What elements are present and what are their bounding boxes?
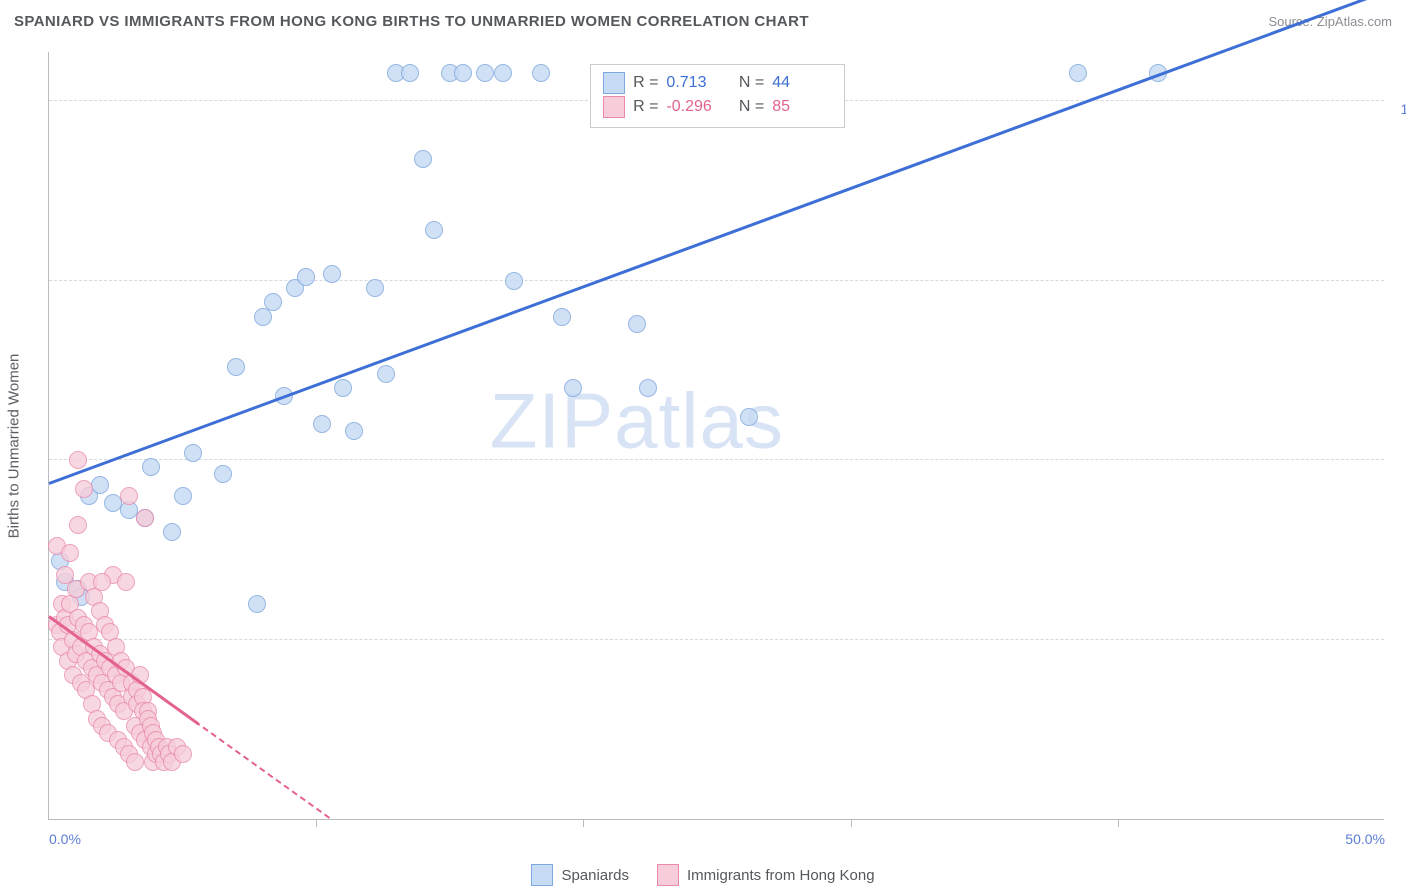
legend-item: Immigrants from Hong Kong — [657, 864, 875, 886]
gridline-h — [49, 639, 1384, 640]
data-point — [264, 293, 282, 311]
x-tick — [1118, 819, 1119, 827]
scatter-plot: ZIPatlas 25.0%50.0%75.0%100.0%0.0%50.0%R… — [48, 52, 1384, 820]
data-point — [476, 64, 494, 82]
legend-label: Spaniards — [561, 867, 629, 884]
data-point — [532, 64, 550, 82]
data-point — [163, 523, 181, 541]
x-tick — [316, 819, 317, 827]
data-point — [494, 64, 512, 82]
stats-box: R = 0.713 N = 44 R = -0.296 N = 85 — [590, 64, 845, 128]
stat-n-label: N = — [734, 95, 764, 119]
data-point — [174, 487, 192, 505]
data-point — [1069, 64, 1087, 82]
data-point — [334, 379, 352, 397]
data-point — [214, 465, 232, 483]
data-point — [628, 315, 646, 333]
watermark-left: ZIP — [490, 376, 614, 464]
stat-r-label: R = — [633, 95, 658, 119]
data-point — [136, 509, 154, 527]
data-point — [91, 476, 109, 494]
legend-swatch — [657, 864, 679, 886]
x-tick — [851, 819, 852, 827]
y-tick-label: 25.0% — [1392, 640, 1406, 656]
legend-item: Spaniards — [531, 864, 629, 886]
data-point — [639, 379, 657, 397]
data-point — [120, 487, 138, 505]
x-tick — [583, 819, 584, 827]
y-axis-label: Births to Unmarried Women — [6, 354, 23, 539]
data-point — [227, 358, 245, 376]
data-point — [377, 365, 395, 383]
legend-swatch — [603, 96, 625, 118]
stat-n-value: 85 — [772, 95, 832, 119]
stat-r-value: 0.713 — [666, 71, 726, 95]
data-point — [69, 516, 87, 534]
data-point — [69, 451, 87, 469]
chart-title: SPANIARD VS IMMIGRANTS FROM HONG KONG BI… — [14, 13, 809, 30]
data-point — [505, 272, 523, 290]
data-point — [366, 279, 384, 297]
legend: Spaniards Immigrants from Hong Kong — [0, 864, 1406, 886]
stat-n-label: N = — [734, 71, 764, 95]
legend-swatch — [531, 864, 553, 886]
gridline-h — [49, 459, 1384, 460]
y-tick-label: 50.0% — [1392, 460, 1406, 476]
data-point — [323, 265, 341, 283]
watermark: ZIPatlas — [490, 375, 784, 466]
x-tick-label: 0.0% — [49, 831, 81, 847]
data-point — [564, 379, 582, 397]
data-point — [401, 64, 419, 82]
data-point — [75, 480, 93, 498]
data-point — [425, 221, 443, 239]
stats-row: R = -0.296 N = 85 — [603, 95, 832, 119]
gridline-h — [49, 280, 1384, 281]
data-point — [61, 544, 79, 562]
data-point — [553, 308, 571, 326]
stat-r-label: R = — [633, 71, 658, 95]
data-point — [345, 422, 363, 440]
data-point — [142, 458, 160, 476]
legend-label: Immigrants from Hong Kong — [687, 867, 875, 884]
y-tick-label: 100.0% — [1392, 101, 1406, 117]
data-point — [184, 444, 202, 462]
data-point — [313, 415, 331, 433]
data-point — [174, 745, 192, 763]
data-point — [454, 64, 472, 82]
stat-r-value: -0.296 — [666, 95, 726, 119]
x-tick-label: 50.0% — [1345, 831, 1385, 847]
data-point — [740, 408, 758, 426]
data-point — [414, 150, 432, 168]
data-point — [93, 573, 111, 591]
stats-row: R = 0.713 N = 44 — [603, 71, 832, 95]
legend-swatch — [603, 72, 625, 94]
data-point — [117, 573, 135, 591]
data-point — [126, 753, 144, 771]
y-tick-label: 75.0% — [1392, 281, 1406, 297]
stat-n-value: 44 — [772, 71, 832, 95]
data-point — [248, 595, 266, 613]
data-point — [297, 268, 315, 286]
